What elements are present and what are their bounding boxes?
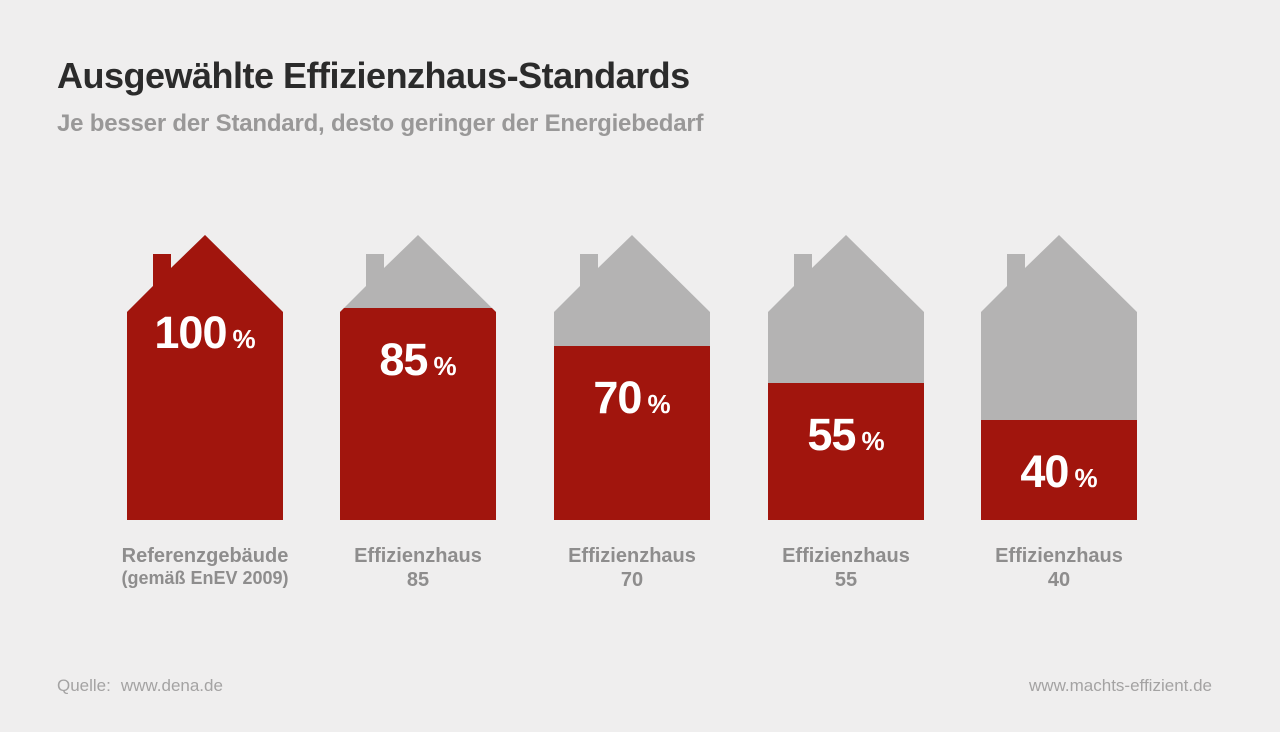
house-figure: 100% [127,235,283,520]
house-column: 85% Effizienzhaus 85 [340,235,496,592]
house-figure: 85% [340,235,496,520]
house-icon [768,235,924,520]
house-label: Effizienzhaus 85 [298,544,538,592]
house-figure: 40% [981,235,1137,520]
house-label: Effizienzhaus 70 [512,544,752,592]
footer: Quelle: www.dena.de www.machts-effizient.… [0,676,1280,698]
house-label: Effizienzhaus 55 [726,544,966,592]
house-value-number: 70 [593,372,642,423]
source-label: Quelle: [57,676,111,695]
house-figure: 70% [554,235,710,520]
house-label-number: 55 [834,569,858,591]
house-value-number: 55 [807,409,856,460]
house-column: 100% Referenzgebäude (gemäß EnEV 2009) [121,235,289,590]
house-label-name: Referenzgebäude [121,545,289,567]
house-icon [554,235,710,520]
house-value-number: 40 [1020,446,1069,497]
percent-sign: % [433,351,457,381]
house-label: Referenzgebäude (gemäß EnEV 2009) [85,544,325,590]
house-label-number: 85 [406,569,430,591]
source-credit: Quelle: www.dena.de [57,676,223,696]
house-value: 85% [340,334,496,386]
chart-title: Ausgewählte Effizienzhaus-Standards [57,55,690,96]
house-column: 55% Effizienzhaus 55 [768,235,924,592]
house-label-number: 70 [620,569,644,591]
house-label-note: (gemäß EnEV 2009) [121,568,289,588]
house-figure: 55% [768,235,924,520]
house-value: 40% [981,446,1137,498]
house-icon [127,235,283,520]
chart-subtitle: Je besser der Standard, desto geringer d… [57,109,704,137]
percent-sign: % [232,324,256,354]
house-column: 70% Effizienzhaus 70 [554,235,710,592]
house-value-number: 100 [154,307,227,358]
header: Ausgewählte Effizienzhaus-Standards Je b… [57,55,704,138]
percent-sign: % [861,426,885,456]
house-label-name: Effizienzhaus [568,545,696,567]
percent-sign: % [647,389,671,419]
house-label-name: Effizienzhaus [995,545,1123,567]
house-icon [981,235,1137,520]
website-url: www.machts-effizient.de [1029,676,1212,695]
house-label: Effizienzhaus 40 [939,544,1179,592]
house-label-name: Effizienzhaus [782,545,910,567]
house-icon [340,235,496,520]
house-value: 70% [554,372,710,424]
house-value-number: 85 [379,334,428,385]
house-value: 100% [127,307,283,359]
house-label-name: Effizienzhaus [354,545,482,567]
percent-sign: % [1074,463,1098,493]
house-value: 55% [768,409,924,461]
source-url: www.dena.de [120,676,223,695]
house-label-number: 40 [1047,569,1071,591]
house-column: 40% Effizienzhaus 40 [981,235,1137,592]
